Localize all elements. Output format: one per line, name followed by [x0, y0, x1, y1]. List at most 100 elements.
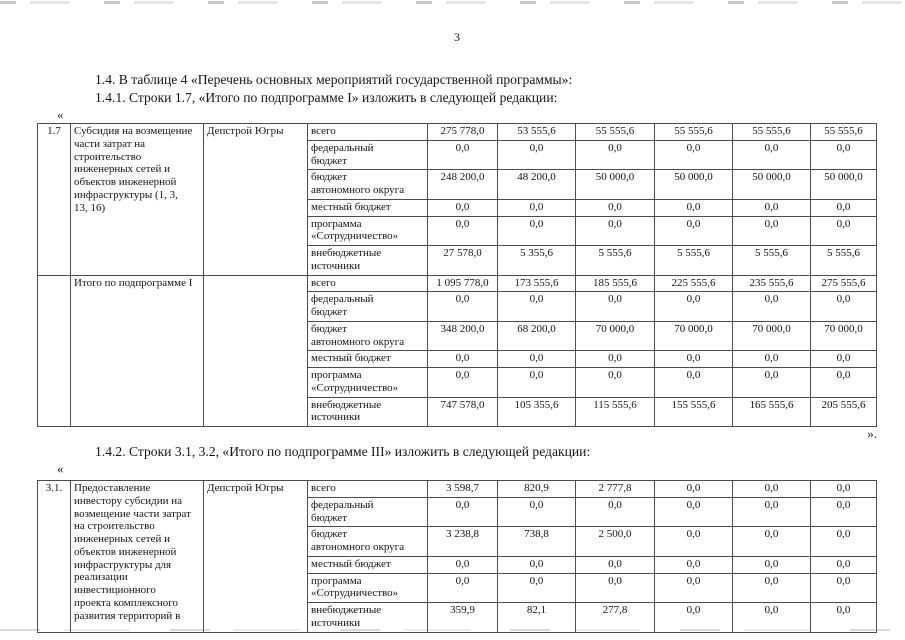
amount-cell: 0,0 — [575, 350, 655, 368]
amount-cell: 0,0 — [732, 291, 811, 322]
amount-cell: 0,0 — [575, 572, 655, 603]
table-row: федеральный бюджет 0,0 0,0 0,0 0,0 0,0 0,0 — [38, 496, 877, 528]
table-row: программа «Сотрудничество» 0,0 0,0 0,0 0,0 0,… — [38, 215, 877, 246]
amount-cell: 0,0 — [654, 555, 733, 574]
amount-cell: 5 355,6 — [497, 245, 576, 276]
amount-cell: 0,0 — [654, 526, 733, 557]
amount-cell: 0,0 — [575, 215, 655, 246]
executor-cell: Депстрой Югры — [203, 480, 308, 633]
amount-cell: 235 555,6 — [732, 274, 811, 293]
amount-cell: 0,0 — [654, 572, 733, 603]
amount-cell: 0,0 — [654, 198, 733, 217]
amount-cell: 5 555,6 — [732, 245, 811, 276]
amount-cell: 0,0 — [732, 198, 811, 217]
amount-cell: 27 578,0 — [427, 245, 498, 276]
funding-source-cell: всего — [307, 274, 428, 293]
amount-cell: 0,0 — [427, 572, 498, 603]
section-heading-2: 1.4.2. Строки 3.1, 3.2, «Итого по подпро… — [95, 443, 877, 461]
amount-cell: 275 555,6 — [810, 274, 877, 293]
amount-cell: 0,0 — [810, 367, 877, 398]
amount-cell: 205 555,6 — [810, 396, 877, 427]
amount-cell: 50 000,0 — [732, 169, 811, 200]
amount-cell: 70 000,0 — [810, 320, 877, 352]
amount-cell: 0,0 — [810, 555, 877, 574]
amount-cell: 0,0 — [497, 555, 576, 574]
funding-source-cell: внебюджетные источники — [307, 396, 428, 427]
amount-cell: 50 000,0 — [810, 169, 877, 200]
amount-cell: 0,0 — [427, 198, 498, 217]
page-content: 3 1.4. В таблице 4 «Перечень основных ме… — [37, 0, 877, 633]
amount-cell: 820,9 — [497, 480, 576, 498]
amount-cell: 2 500,0 — [575, 526, 655, 557]
amount-cell: 0,0 — [575, 496, 655, 528]
amount-cell: 225 555,6 — [654, 274, 733, 293]
row-number-cell — [37, 274, 71, 427]
funding-source-cell: федеральный бюджет — [307, 139, 428, 171]
amount-cell: 0,0 — [810, 350, 877, 368]
amount-cell: 0,0 — [810, 139, 877, 171]
amount-cell: 738,8 — [497, 526, 576, 557]
funding-source-cell: федеральный бюджет — [307, 291, 428, 322]
amount-cell: 277,8 — [575, 602, 655, 633]
amount-cell: 70 000,0 — [575, 320, 655, 352]
amount-cell: 0,0 — [427, 350, 498, 368]
amount-cell: 0,0 — [732, 215, 811, 246]
amount-cell: 0,0 — [497, 291, 576, 322]
amount-cell: 0,0 — [810, 526, 877, 557]
amount-cell: 359,9 — [427, 602, 498, 633]
amount-cell: 55 555,6 — [575, 123, 655, 141]
heading-1-4-1: 1.4.1. Строки 1.7, «Итого по подпрограмм… — [95, 90, 558, 105]
funding-source-cell: всего — [307, 480, 428, 498]
program-measures-table-1: 1.7 Субсидия на возмещение части затрат н… — [37, 123, 877, 427]
amount-cell: 3 238,8 — [427, 526, 498, 557]
amount-cell: 0,0 — [427, 215, 498, 246]
measure-description-cell: Субсидия на возмещение части затрат на с… — [70, 123, 204, 276]
amount-cell: 0,0 — [654, 215, 733, 246]
amount-cell: 55 555,6 — [654, 123, 733, 141]
row-number-cell: 1.7 — [37, 123, 71, 276]
amount-cell: 155 555,6 — [654, 396, 733, 427]
amount-cell: 115 555,6 — [575, 396, 655, 427]
amount-cell: 0,0 — [732, 367, 811, 398]
amount-cell: 275 778,0 — [427, 123, 498, 141]
amount-cell: 0,0 — [732, 496, 811, 528]
amount-cell: 0,0 — [810, 215, 877, 246]
amount-cell: 5 555,6 — [654, 245, 733, 276]
amount-cell: 2 777,8 — [575, 480, 655, 498]
heading-1-4-2: 1.4.2. Строки 3.1, 3.2, «Итого по подпро… — [95, 444, 591, 459]
table-row: внебюджетные источники 747 578,0 105 355,6… — [38, 396, 877, 427]
funding-source-cell: внебюджетные источники — [307, 245, 428, 276]
table-row: местный бюджет 0,0 0,0 0,0 0,0 0,0 0,0 — [38, 350, 877, 368]
amount-cell: 0,0 — [654, 291, 733, 322]
amount-cell: 82,1 — [497, 602, 576, 633]
amount-cell: 0,0 — [732, 526, 811, 557]
executor-cell: Депстрой Югры — [203, 123, 308, 276]
amount-cell: 0,0 — [732, 350, 811, 368]
table-row: внебюджетные источники 27 578,0 5 355,6 5 5… — [38, 245, 877, 276]
amount-cell: 0,0 — [810, 602, 877, 633]
funding-source-cell: бюджет автономного округа — [307, 526, 428, 557]
funding-source-cell: местный бюджет — [307, 350, 428, 368]
row-number-cell: 3.1. — [37, 480, 71, 633]
amount-cell: 0,0 — [654, 496, 733, 528]
amount-cell: 173 555,6 — [497, 274, 576, 293]
amount-cell: 0,0 — [497, 572, 576, 603]
amount-cell: 55 555,6 — [732, 123, 811, 141]
amount-cell: 3 598,7 — [427, 480, 498, 498]
amount-cell: 348 200,0 — [427, 320, 498, 352]
table-row: внебюджетные источники 359,9 82,1 277,8 0,0 0… — [38, 602, 877, 633]
amount-cell: 0,0 — [427, 496, 498, 528]
amount-cell: 0,0 — [654, 602, 733, 633]
funding-source-cell: программа «Сотрудничество» — [307, 572, 428, 603]
amount-cell: 0,0 — [575, 367, 655, 398]
amount-cell: 55 555,6 — [810, 123, 877, 141]
amount-cell: 0,0 — [810, 291, 877, 322]
funding-source-cell: всего — [307, 123, 428, 141]
amount-cell: 0,0 — [497, 215, 576, 246]
page-number: 3 — [454, 30, 460, 44]
amount-cell: 0,0 — [575, 555, 655, 574]
amount-cell: 0,0 — [654, 350, 733, 368]
amount-cell: 1 095 778,0 — [427, 274, 498, 293]
